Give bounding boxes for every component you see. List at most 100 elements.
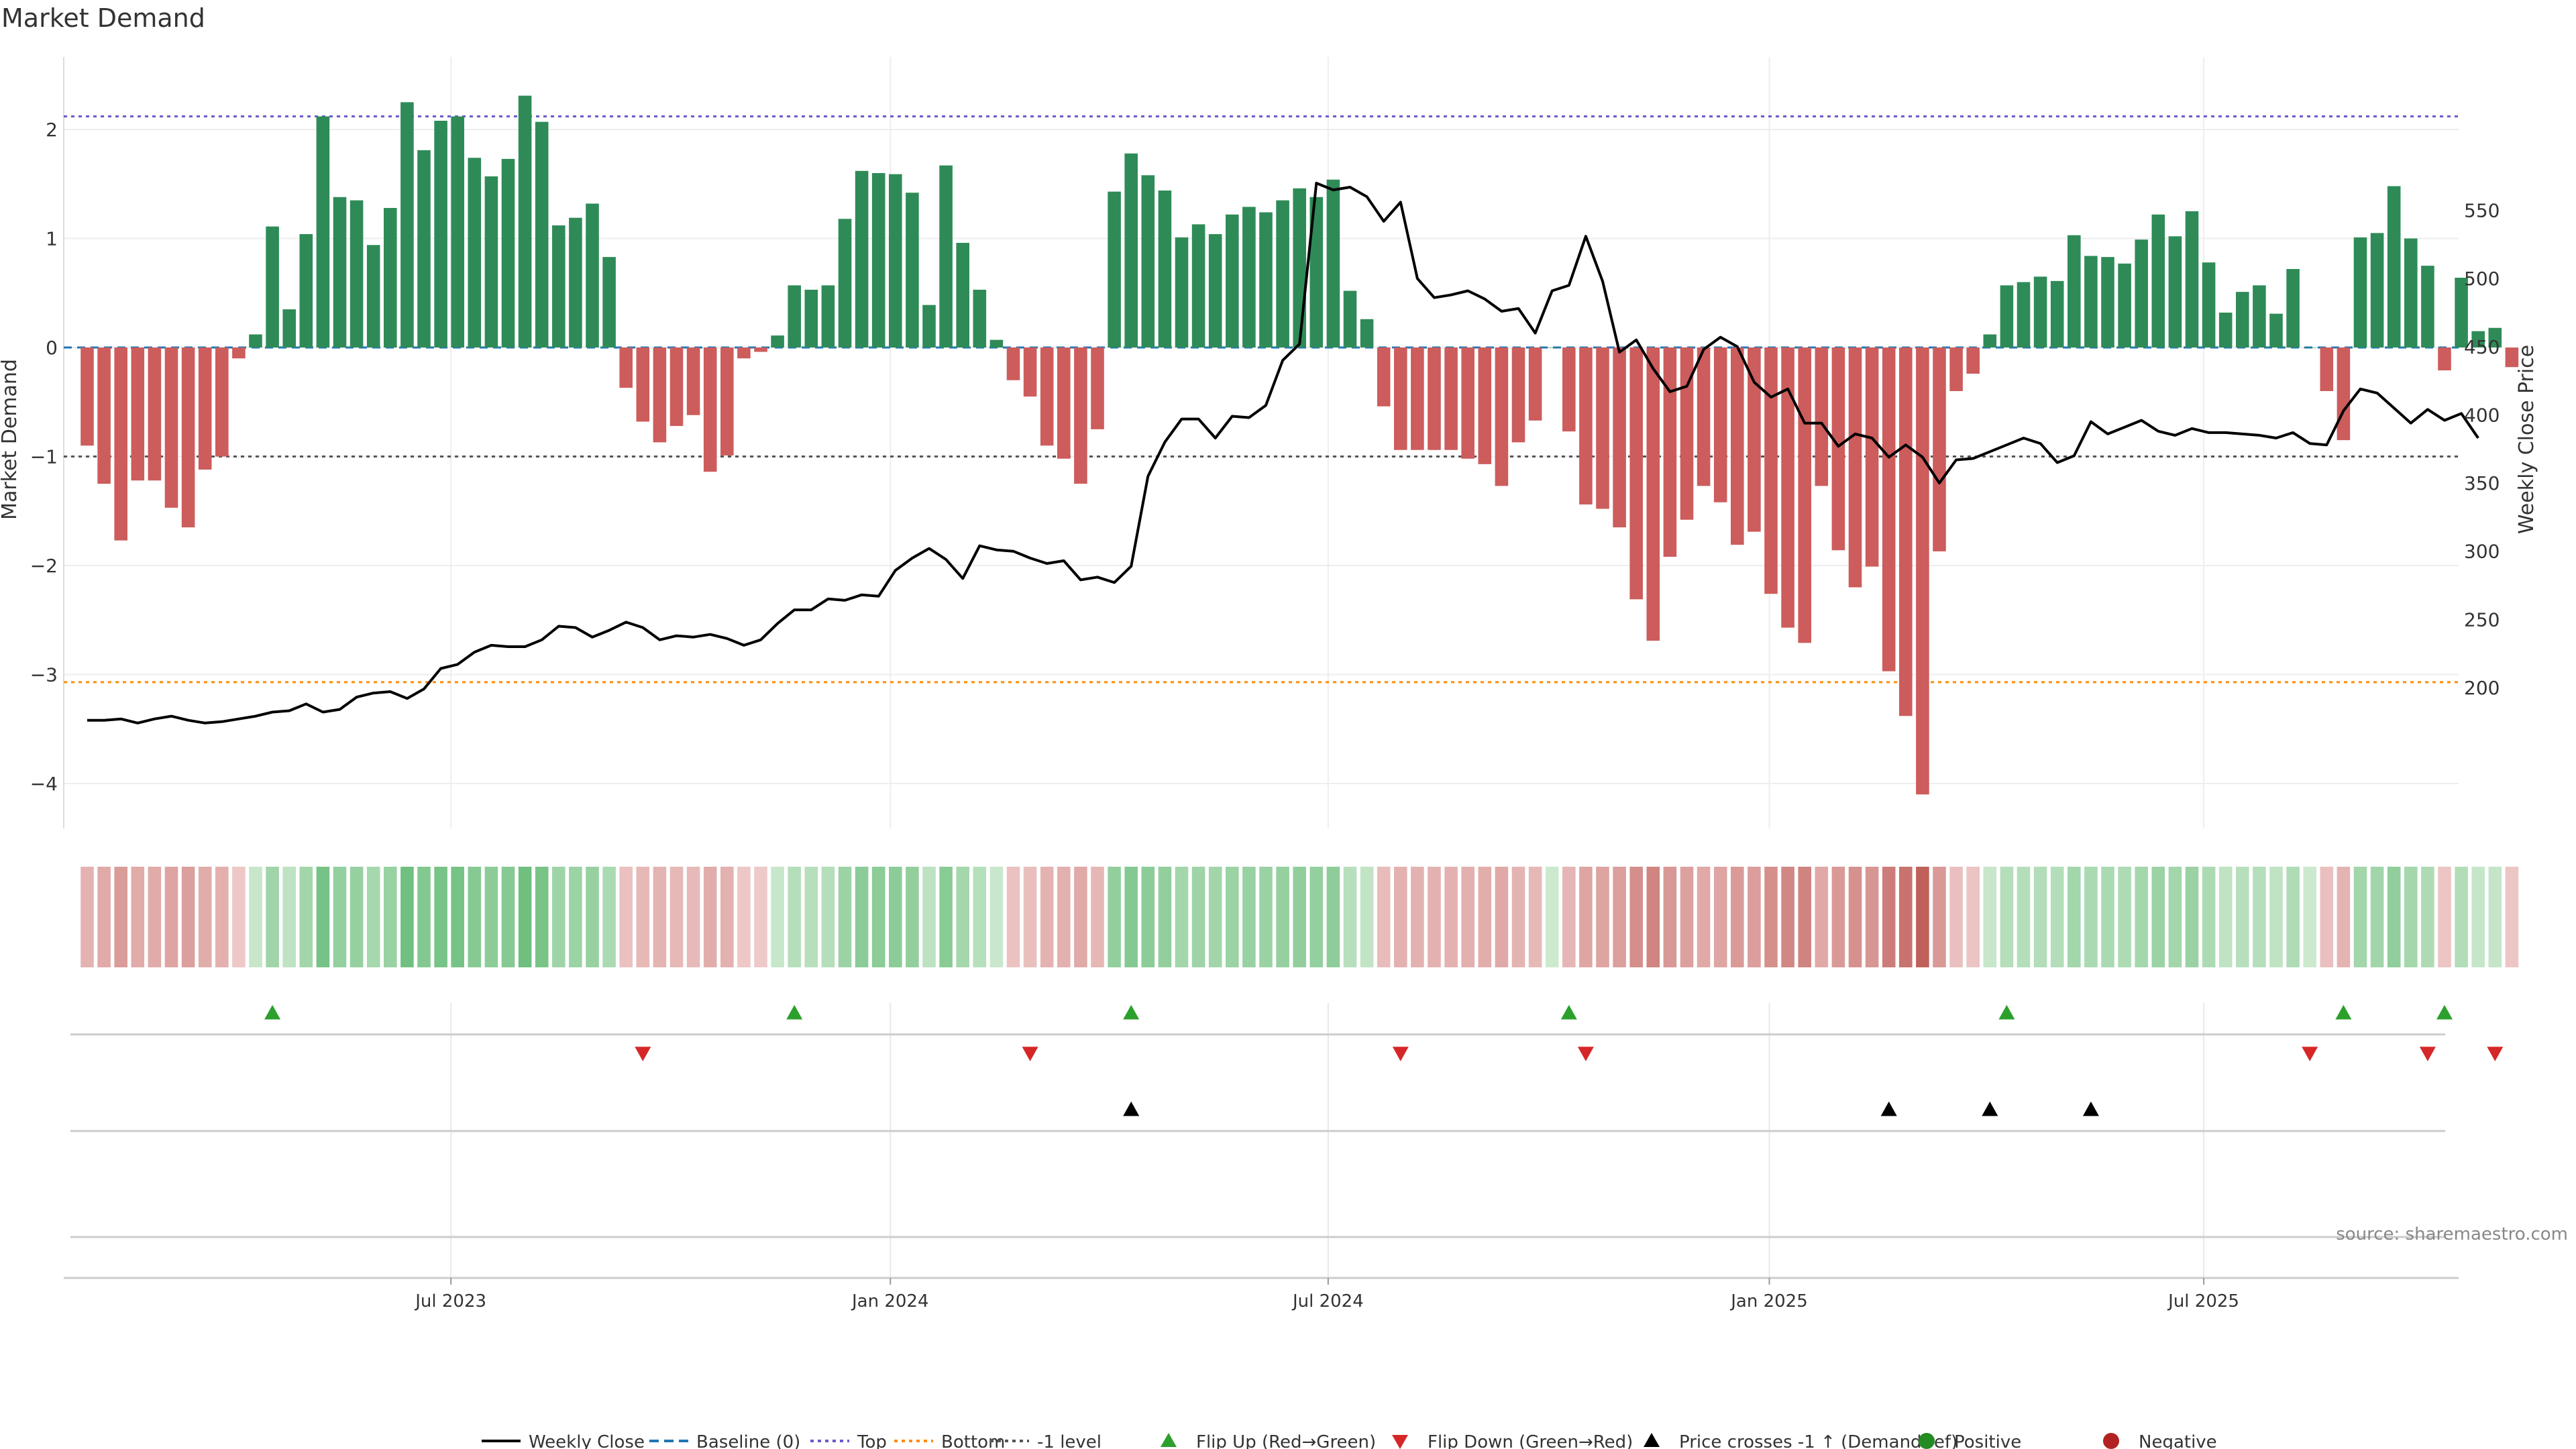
demand-bar xyxy=(2084,256,2098,347)
legend-label: Top xyxy=(857,1432,887,1449)
heat-cell xyxy=(2000,867,2014,967)
demand-bar xyxy=(636,347,650,422)
legend-label: Positive xyxy=(1954,1432,2021,1449)
flip-up-marker xyxy=(2436,1005,2453,1020)
heat-cell xyxy=(653,867,667,967)
heat-cell xyxy=(2218,867,2233,967)
demand-bar xyxy=(1731,347,1744,545)
legend-swatch xyxy=(1161,1433,1177,1447)
demand-bar xyxy=(468,158,482,347)
heat-cell xyxy=(1596,867,1609,967)
heat-cell xyxy=(1899,867,1913,967)
heat-cell xyxy=(855,867,869,967)
heat-cell xyxy=(1360,867,1374,967)
demand-bar xyxy=(2404,238,2418,347)
demand-bar xyxy=(148,347,162,481)
y-tick-right: 450 xyxy=(2464,336,2500,358)
heat-cell xyxy=(1949,867,1963,967)
heat-cell xyxy=(1023,867,1037,967)
y-tick-left: −1 xyxy=(30,446,58,468)
heat-cell xyxy=(1175,867,1189,967)
y-axis-right: 550 500 450 400 350 300 250 200 xyxy=(2464,200,2500,699)
demand-bar xyxy=(2505,347,2519,368)
demand-bar xyxy=(2118,263,2131,347)
demand-bar xyxy=(1124,153,1138,347)
heat-cell xyxy=(1848,867,1862,967)
heat-cell xyxy=(2084,867,2098,967)
demand-bar xyxy=(1899,347,1913,716)
demand-bar xyxy=(2253,285,2266,347)
heat-cell xyxy=(1326,867,1340,967)
heat-cell xyxy=(1579,867,1593,967)
heat-cell xyxy=(266,867,279,967)
heat-cell xyxy=(1091,867,1104,967)
heat-cell xyxy=(1983,867,1997,967)
y-tick-right: 350 xyxy=(2464,472,2500,494)
heat-cell xyxy=(282,867,296,967)
demand-bar xyxy=(1040,347,1054,446)
demand-bar xyxy=(838,219,852,347)
demand-bar xyxy=(754,347,767,352)
demand-bar xyxy=(366,245,380,347)
heat-cell xyxy=(1057,867,1071,967)
heat-cell xyxy=(232,867,246,967)
heat-cell xyxy=(400,867,414,967)
demand-bar xyxy=(1259,212,1273,347)
demand-bar xyxy=(164,347,178,508)
demand-bar xyxy=(80,347,94,446)
heat-cell xyxy=(552,867,566,967)
demand-bar xyxy=(1377,347,1391,407)
heat-cell xyxy=(131,867,145,967)
demand-bar xyxy=(114,347,127,541)
heat-cell xyxy=(2303,867,2316,967)
heat-cell xyxy=(1697,867,1711,967)
legend-label: Bottom xyxy=(941,1432,1005,1449)
demand-bar xyxy=(384,208,397,347)
flip-down-marker xyxy=(1392,1046,1409,1061)
y-tick-right: 300 xyxy=(2464,541,2500,563)
demand-bar xyxy=(2438,347,2451,371)
heat-cell xyxy=(1663,867,1677,967)
heat-cell xyxy=(1242,867,1256,967)
heat-cell xyxy=(602,867,616,967)
heat-cell xyxy=(939,867,953,967)
heat-cell xyxy=(569,867,582,967)
legend-label: Flip Down (Green→Red) xyxy=(1428,1432,1633,1449)
heat-cell xyxy=(889,867,902,967)
heat-cell xyxy=(1916,867,1929,967)
demand-bar xyxy=(1276,200,1289,347)
heat-cell xyxy=(2337,867,2351,967)
demand-bar xyxy=(400,102,414,347)
heat-cell xyxy=(2236,867,2249,967)
heat-cell xyxy=(838,867,852,967)
demand-bar xyxy=(2068,235,2081,347)
demand-bar xyxy=(1713,347,1727,502)
heat-cell xyxy=(97,867,111,967)
heat-cell xyxy=(2068,867,2081,967)
heat-cell xyxy=(788,867,801,967)
demand-bar xyxy=(1697,347,1711,486)
demand-bar xyxy=(2185,211,2199,347)
demand-bar xyxy=(720,347,734,455)
flip-up-marker xyxy=(1123,1005,1140,1020)
heat-cell xyxy=(804,867,818,967)
demand-bar xyxy=(2236,292,2249,347)
heat-cell xyxy=(333,867,347,967)
legend-item: Negative xyxy=(2103,1432,2217,1449)
heat-cell xyxy=(1191,867,1205,967)
legend-swatch xyxy=(1644,1433,1660,1447)
demand-bar xyxy=(2168,236,2182,347)
heat-cell xyxy=(384,867,397,967)
heat-cell xyxy=(2202,867,2216,967)
heat-cell xyxy=(1141,867,1155,967)
heat-cell xyxy=(989,867,1004,967)
heat-cell xyxy=(1444,867,1458,967)
demand-bar xyxy=(181,347,195,528)
demand-bar xyxy=(821,285,835,347)
flip-up-marker xyxy=(2335,1005,2352,1020)
heat-cell xyxy=(1966,867,1980,967)
demand-bar xyxy=(1444,347,1458,450)
heat-cell xyxy=(1309,867,1324,967)
heat-cell xyxy=(2101,867,2114,967)
